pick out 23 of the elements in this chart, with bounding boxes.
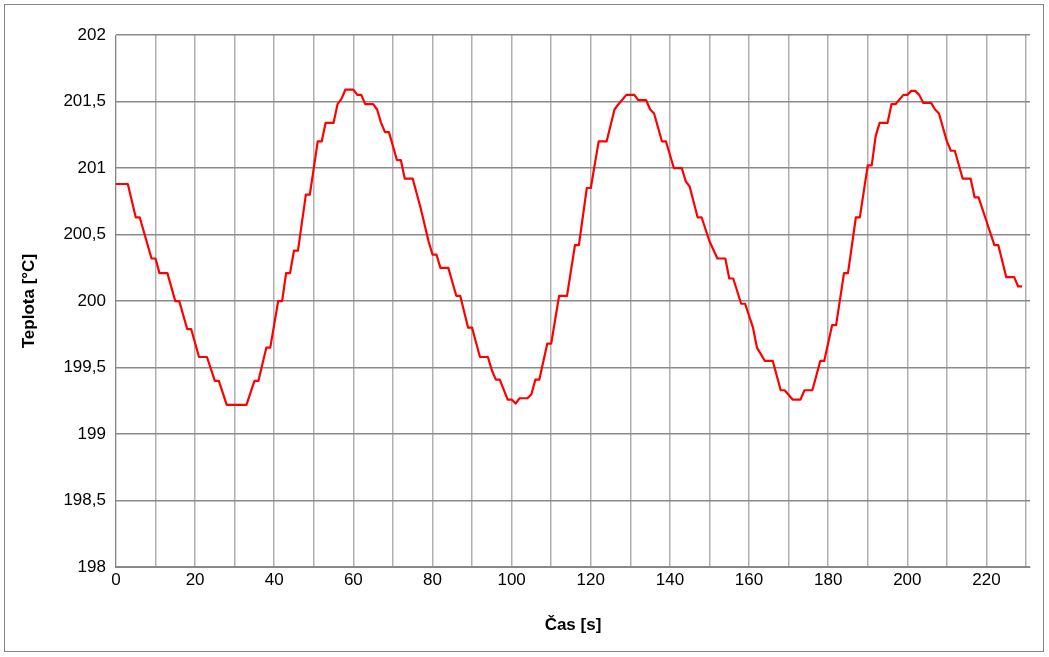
y-tick-label: 199 — [77, 423, 106, 443]
y-tick-label: 198,5 — [63, 490, 106, 510]
y-tick-label: 198 — [77, 556, 106, 576]
x-tick-label: 80 — [423, 570, 442, 590]
y-tick-label: 199,5 — [63, 357, 106, 377]
x-tick-label: 220 — [972, 570, 1001, 590]
y-tick-label: 202 — [77, 24, 106, 44]
x-tick-label: 180 — [814, 570, 843, 590]
x-tick-label: 40 — [264, 570, 284, 590]
x-tick-label: 160 — [734, 570, 764, 590]
x-axis-title: Čas [s] — [544, 615, 602, 635]
y-tick-label: 200 — [77, 290, 106, 310]
y-tick-label: 201,5 — [63, 91, 106, 111]
x-tick-label: 20 — [185, 570, 205, 590]
x-tick-label: 0 — [111, 570, 121, 590]
x-tick-label: 120 — [576, 570, 605, 590]
y-tick-label: 200,5 — [63, 224, 106, 244]
x-tick-label: 60 — [343, 570, 363, 590]
x-tick-label: 200 — [893, 570, 922, 590]
y-tick-label: 201 — [77, 157, 106, 177]
y-axis-title: Teplota [°C] — [18, 253, 38, 349]
x-tick-label: 100 — [497, 570, 526, 590]
x-tick-label: 140 — [655, 570, 685, 590]
